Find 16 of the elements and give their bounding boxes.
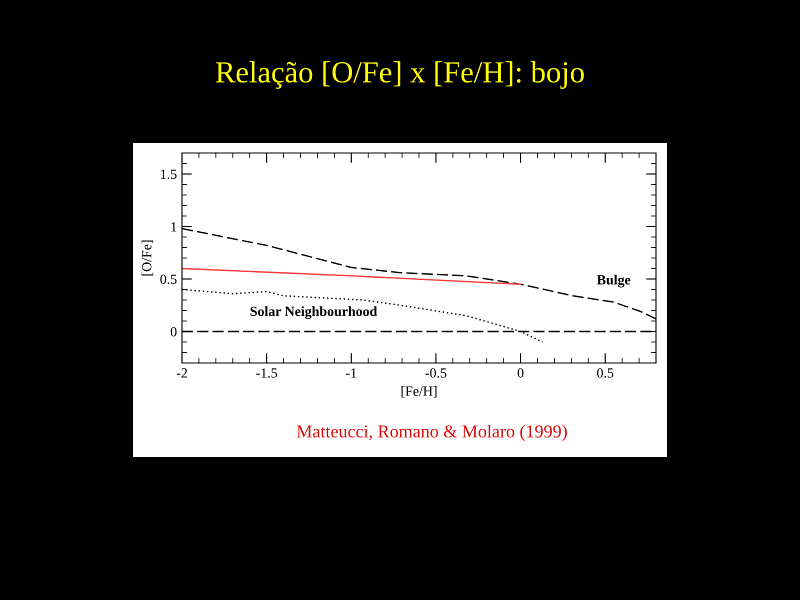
y-tick-label: 0.5 <box>160 274 177 284</box>
x-tick-label: -1.5 <box>256 368 278 378</box>
x-tick-label: -0.5 <box>425 368 446 378</box>
annotation: Solar Neighbourhood <box>250 306 378 319</box>
y-tick-label: 1.5 <box>161 170 177 180</box>
y-axis-title: [O/Fe] <box>142 240 154 276</box>
x-tick-label: 0.5 <box>597 368 614 378</box>
y-tick-label: 0 <box>170 327 177 336</box>
x-axis-title: [Fe/H] <box>402 386 436 398</box>
x-tick-label: -1 <box>346 368 356 378</box>
chart-title: Relação [O/Fe] x [Fe/H]: bojo <box>216 61 584 89</box>
annotation: Bulge <box>596 274 630 288</box>
text: Matteucci, Romano & Molaro (1999) <box>296 424 567 442</box>
y-tick-label: 1 <box>171 222 176 232</box>
x-tick-label: -2 <box>176 368 188 378</box>
x-tick-label: 0 <box>518 368 524 378</box>
